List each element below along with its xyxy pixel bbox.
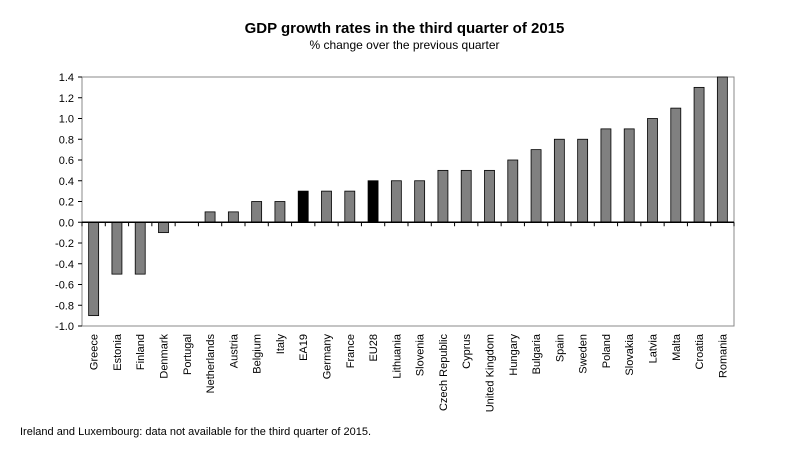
category-label: Slovenia xyxy=(415,333,427,376)
y-tick-label: 1.0 xyxy=(59,114,74,126)
chart-subtitle: % change over the previous quarter xyxy=(309,38,500,52)
category-label: Denmark xyxy=(159,334,171,379)
bar-estonia xyxy=(111,221,123,275)
bar-slovenia xyxy=(414,180,426,223)
bar-czech-republic xyxy=(437,169,449,223)
category-label: Malta xyxy=(671,333,683,361)
bar-italy xyxy=(274,201,286,223)
y-tick-label: -0.8 xyxy=(55,300,74,312)
category-label: Spain xyxy=(554,334,566,362)
category-label: Germany xyxy=(322,334,334,380)
category-label: United Kingdom xyxy=(485,334,497,412)
category-label: Czech Republic xyxy=(438,334,450,412)
bar-eu28 xyxy=(367,180,379,223)
bar-malta xyxy=(670,107,682,223)
gdp-bar-chart: 1.4 1.2 1.0 0.8 0.6 0.4 0.2 0.0 -0.2 -0.4 -0.6 -0.8… xyxy=(55,72,735,412)
category-label: Netherlands xyxy=(205,334,217,394)
y-tick-label: 0.0 xyxy=(59,217,74,229)
category-label: Romania xyxy=(717,333,729,378)
bar-germany xyxy=(321,190,332,223)
plot-area xyxy=(81,76,735,327)
category-label: Belgium xyxy=(252,334,264,374)
y-tick-label: 1.2 xyxy=(59,93,74,105)
category-label: Sweden xyxy=(578,334,590,374)
bar-lithuania xyxy=(390,180,402,223)
category-label: Cyprus xyxy=(461,334,473,369)
bar-greece xyxy=(88,221,100,317)
y-tick-label: 0.8 xyxy=(59,134,74,146)
category-label: Portugal xyxy=(182,334,194,375)
category-label: Austria xyxy=(228,333,240,368)
category-label: Bulgaria xyxy=(531,333,543,374)
y-tick-label: -1.0 xyxy=(55,321,74,333)
category-label: Poland xyxy=(601,334,613,368)
category-label: France xyxy=(345,334,357,368)
y-tick-label: -0.2 xyxy=(55,238,74,250)
bar-belgium xyxy=(251,201,263,223)
bar-france xyxy=(344,190,356,223)
category-label: Finland xyxy=(135,334,147,370)
category-label: Italy xyxy=(275,334,287,355)
bar-sweden xyxy=(577,138,589,223)
category-label: Hungary xyxy=(508,334,520,376)
bar-ea19 xyxy=(297,190,309,223)
bar-latvia xyxy=(647,118,658,223)
footnote: Ireland and Luxembourg: data not availab… xyxy=(20,426,372,438)
y-tick-label: 0.6 xyxy=(59,155,74,167)
bar-slovakia xyxy=(623,128,635,223)
chart-title: GDP growth rates in the third quarter of… xyxy=(244,20,565,37)
category-label: Lithuania xyxy=(391,333,403,379)
category-label: Estonia xyxy=(112,333,124,371)
bar-cyprus xyxy=(460,169,472,223)
category-label: EA19 xyxy=(298,334,310,361)
category-label: Greece xyxy=(89,334,101,370)
bar-bulgaria xyxy=(530,149,542,223)
bar-croatia xyxy=(693,86,705,223)
bar-netherlands xyxy=(204,211,216,223)
category-label: Slovakia xyxy=(624,333,636,375)
bar-denmark xyxy=(158,221,169,234)
bar-hungary xyxy=(507,159,519,223)
bar-austria xyxy=(227,211,239,223)
y-tick-label: 0.4 xyxy=(59,176,74,188)
bar-united-kingdom xyxy=(484,169,495,223)
y-tick-label: -0.6 xyxy=(55,280,74,292)
y-tick-label: 0.2 xyxy=(59,197,74,209)
y-tick-label: -0.4 xyxy=(55,259,74,271)
category-label: Latvia xyxy=(648,333,660,363)
bar-poland xyxy=(600,128,612,223)
y-tick-label: 1.4 xyxy=(59,72,74,84)
bar-spain xyxy=(553,138,565,223)
bar-romania xyxy=(716,76,728,223)
category-label: Croatia xyxy=(694,333,706,369)
bar-finland xyxy=(134,221,146,275)
category-label: EU28 xyxy=(368,334,380,362)
